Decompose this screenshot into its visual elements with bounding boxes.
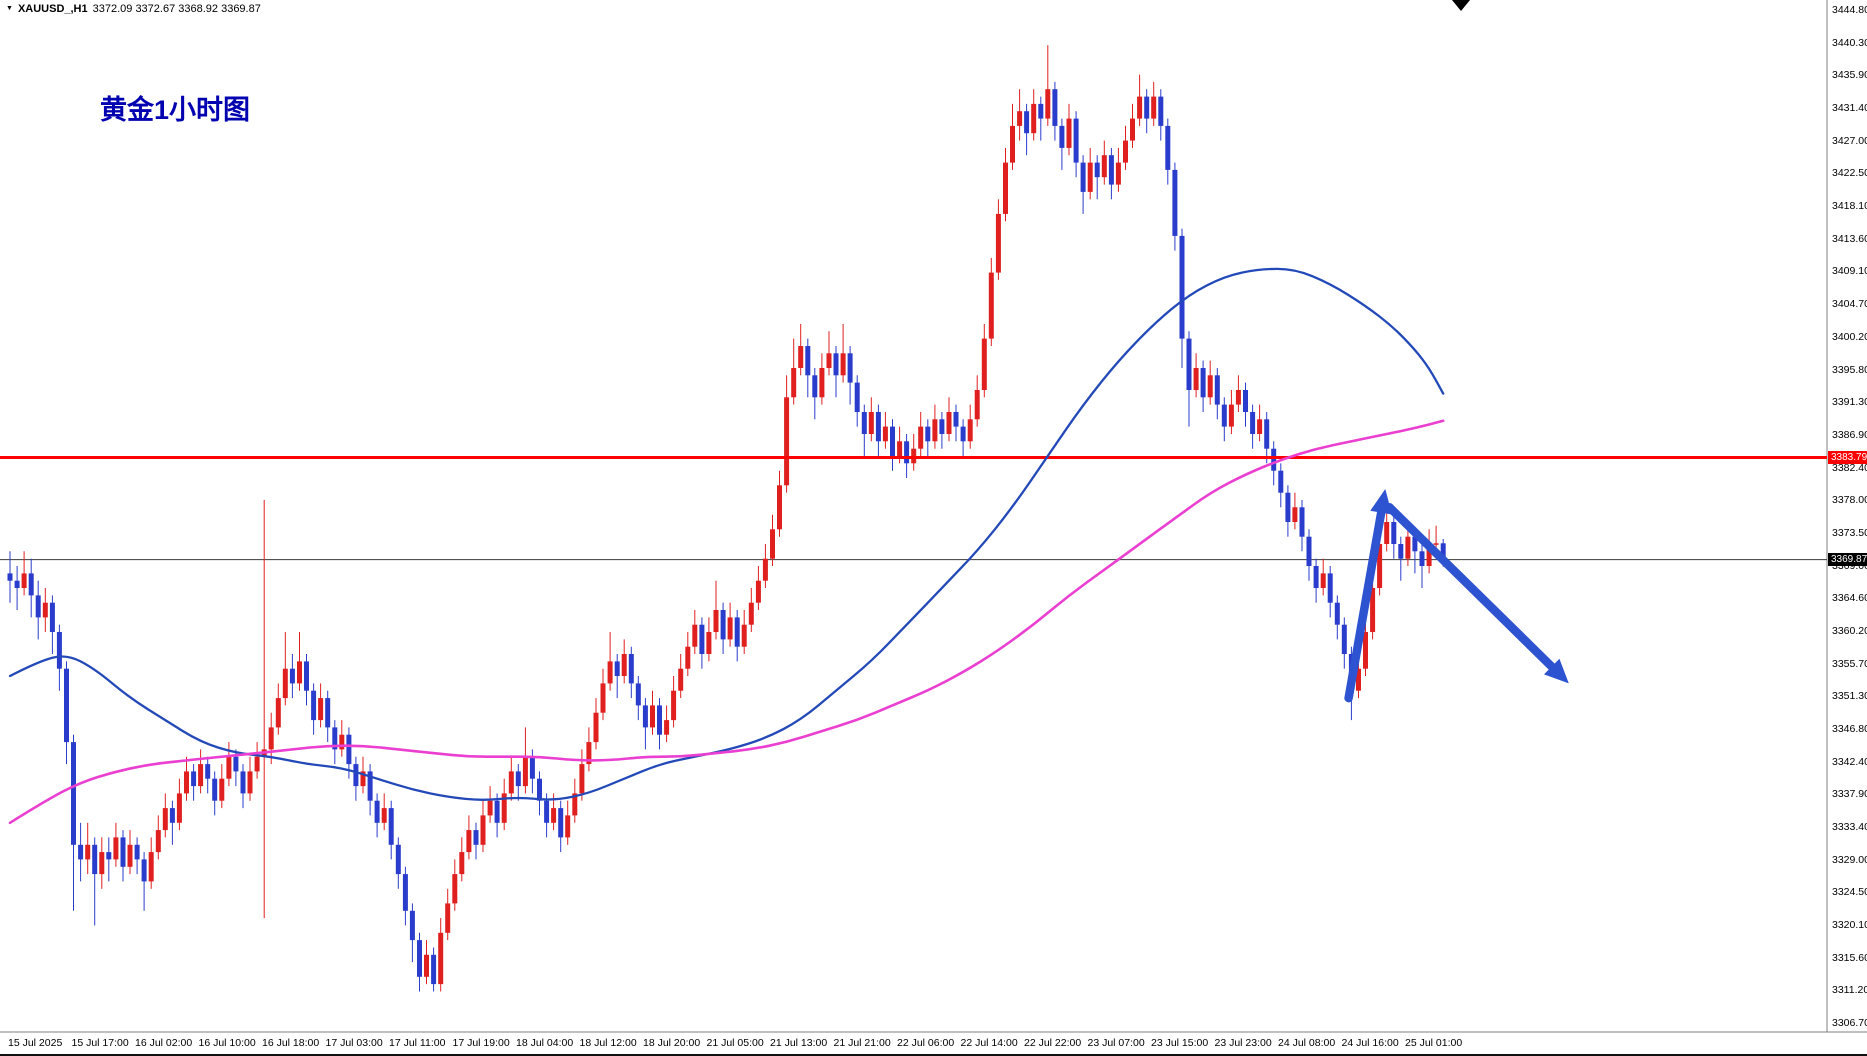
price-axis-label: 3413.60 [1832,232,1867,245]
time-axis-label: 18 Jul 12:00 [579,1037,637,1049]
price-axis-label: 3422.50 [1832,167,1867,180]
trend-arrow-up[interactable] [1344,489,1392,703]
time-axis-label: 18 Jul 20:00 [643,1037,701,1049]
time-axis-label: 24 Jul 08:00 [1278,1037,1336,1049]
time-axis-label: 17 Jul 19:00 [452,1037,510,1049]
symbol-name: XAUUSD_,H1 [17,2,88,15]
time-axis-label: 23 Jul 23:00 [1214,1037,1272,1049]
price-axis-label: 3440.30 [1832,36,1867,49]
price-axis-label: 3364.60 [1832,592,1867,605]
price-axis-label: 3418.10 [1832,200,1867,213]
time-axis-label: 22 Jul 14:00 [960,1037,1018,1049]
price-axis-label: 3346.80 [1832,722,1867,735]
price-axis-label: 3400.20 [1832,330,1867,343]
time-axis-label: 25 Jul 01:00 [1405,1037,1463,1049]
time-axis-label: 23 Jul 07:00 [1087,1037,1145,1049]
time-axis-label: 22 Jul 22:00 [1024,1037,1082,1049]
price-axis-label: 3378.00 [1832,494,1867,507]
time-axis-label: 18 Jul 04:00 [516,1037,574,1049]
time-axis-label: 17 Jul 03:00 [325,1037,383,1049]
time-axis-label: 24 Jul 16:00 [1341,1037,1399,1049]
time-axis-label: 21 Jul 13:00 [770,1037,828,1049]
price-axis-label: 3306.70 [1832,1017,1867,1029]
trend-arrow-down[interactable] [1385,503,1569,684]
price-axis-label: 3342.40 [1832,755,1867,768]
symbol-dropdown-icon[interactable]: ▼ [6,5,13,12]
time-axis-label: 16 Jul 10:00 [198,1037,256,1049]
price-axis-label: 3329.00 [1832,853,1867,866]
time-axis-label: 16 Jul 18:00 [262,1037,320,1049]
price-axis-label: 3355.70 [1832,657,1867,670]
price-axis-label: 3382.40 [1832,461,1867,474]
symbol-info-bar[interactable]: ▼ XAUUSD_,H1 3372.09 3372.67 3368.92 336… [6,2,261,15]
window-bottom-edge [0,1054,1867,1056]
price-axis-label: 3431.40 [1832,102,1867,114]
price-axis-label: 3391.30 [1832,396,1867,409]
price-axis-label: 3333.40 [1832,820,1867,833]
time-axis-label: 16 Jul 02:00 [135,1037,193,1049]
chart-annotation-title[interactable]: 黄金1小时图 [100,95,251,125]
price-axis-label: 3324.50 [1832,886,1867,899]
current-price-tag: 3369.87 [1828,553,1867,567]
price-axis-label: 3337.90 [1832,788,1867,801]
candles-layer [7,45,1446,992]
axis-frame [0,0,1867,1033]
price-axis-label: 3386.90 [1832,428,1867,441]
time-axis-label: 21 Jul 21:00 [833,1037,891,1049]
resistance-price-tag: 3383.79 [1828,451,1867,464]
ma-magenta-line [8,419,1445,825]
price-axis-label: 3360.20 [1832,624,1867,637]
chart-shift-icon[interactable] [1452,0,1470,11]
price-axis-label: 3427.00 [1832,134,1867,147]
price-axis-label: 3435.90 [1832,69,1867,82]
price-axis-label: 3351.30 [1832,690,1867,703]
time-axis-label: 22 Jul 06:00 [897,1037,955,1049]
price-axis-label: 3444.80 [1832,4,1867,16]
price-axis-label: 3395.80 [1832,363,1867,376]
time-axis-label: 21 Jul 05:00 [706,1037,764,1049]
price-axis-label: 3409.10 [1832,265,1867,278]
price-axis[interactable]: 3444.80 3440.30 3435.90 3431.40 3427.00 3422.… [1828,0,1867,1032]
time-axis-label: 15 Jul 2025 [8,1037,63,1049]
price-axis-label: 3311.20 [1832,984,1867,997]
time-axis-label: 23 Jul 15:00 [1151,1037,1209,1049]
symbol-ohlc-values: 3372.09 3372.67 3368.92 3369.87 [92,2,261,15]
time-axis-label: 17 Jul 11:00 [389,1037,446,1049]
time-axis[interactable]: 15 Jul 2025 15 Jul 17:00 16 Jul 02:00 16 Ju… [0,1034,1867,1054]
price-axis-label: 3315.60 [1832,951,1867,964]
time-axis-label: 15 Jul 17:00 [71,1037,129,1049]
ma-blue-line [8,267,1445,801]
price-axis-label: 3373.50 [1832,526,1867,539]
price-axis-label: 3320.10 [1832,919,1867,931]
price-axis-label: 3404.70 [1832,298,1867,311]
